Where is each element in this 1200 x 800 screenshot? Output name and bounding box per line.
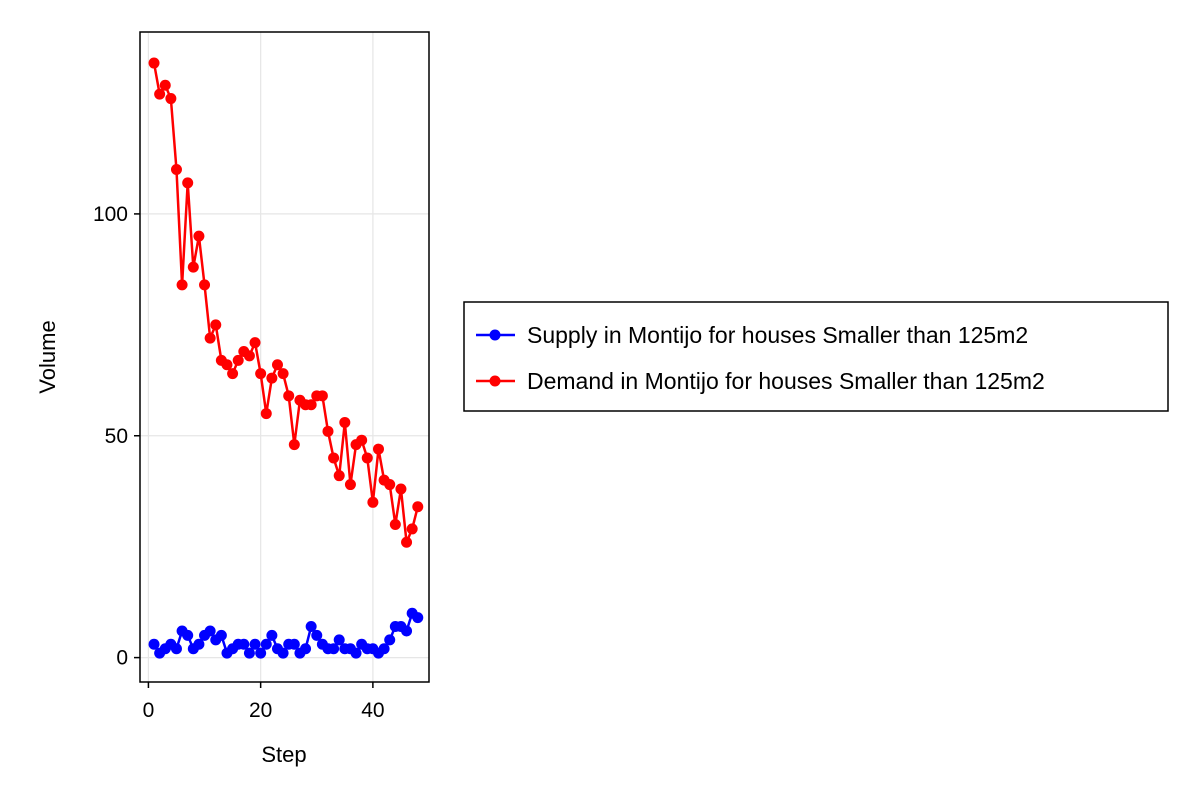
data-point-demand [389, 518, 401, 530]
y-tick-label: 100 [93, 203, 128, 226]
data-point-supply [238, 638, 250, 650]
data-point-demand [227, 368, 239, 380]
data-point-demand [165, 93, 177, 105]
data-point-demand [243, 350, 255, 362]
data-point-demand [176, 279, 188, 291]
data-point-demand [271, 359, 283, 371]
data-point-demand [199, 279, 211, 291]
series-demand [148, 57, 424, 548]
data-point-supply [288, 638, 300, 650]
data-point-supply [182, 629, 194, 641]
data-point-supply [300, 643, 312, 655]
data-point-supply [311, 629, 323, 641]
y-tick-label: 0 [116, 647, 128, 670]
legend-marker-supply [489, 329, 501, 341]
data-point-supply [260, 638, 272, 650]
y-axis-title: Volume [35, 320, 60, 393]
data-point-demand [401, 536, 413, 548]
data-point-demand [283, 390, 295, 402]
legend: Supply in Montijo for houses Smaller tha… [463, 301, 1169, 412]
data-point-demand [187, 261, 199, 273]
x-tick-label: 40 [361, 699, 384, 722]
legend-box [463, 301, 1169, 412]
data-point-supply [401, 625, 413, 637]
plot-frame [139, 31, 430, 683]
data-point-supply [148, 638, 160, 650]
series-supply [148, 607, 424, 659]
grid-lines [140, 32, 429, 682]
data-point-demand [372, 443, 384, 455]
data-point-supply [249, 638, 261, 650]
data-point-supply [170, 643, 182, 655]
data-point-demand [159, 79, 171, 91]
axes: 0 20 40 0 50 100 [93, 203, 385, 722]
x-tick-label: 0 [143, 699, 155, 722]
data-point-demand [249, 337, 261, 349]
data-point-demand [344, 479, 356, 491]
data-point-demand [412, 501, 424, 513]
data-point-supply [204, 625, 216, 637]
data-point-demand [288, 439, 300, 451]
data-point-demand [395, 483, 407, 495]
data-point-demand [182, 177, 194, 189]
data-point-demand [333, 470, 345, 482]
data-point-demand [316, 390, 328, 402]
data-point-supply [243, 647, 255, 659]
data-point-demand [148, 57, 160, 69]
data-point-demand [277, 368, 289, 380]
x-tick-label: 20 [249, 699, 272, 722]
data-point-supply [412, 612, 424, 624]
data-point-demand [305, 399, 317, 411]
series-line-demand [152, 62, 419, 544]
data-point-demand [406, 523, 418, 535]
data-point-supply [277, 647, 289, 659]
data-point-supply [328, 643, 340, 655]
data-point-demand [361, 452, 373, 464]
legend-label-supply: Supply in Montijo for houses Smaller tha… [527, 322, 1028, 348]
series [148, 57, 424, 659]
data-point-demand [193, 230, 205, 242]
data-point-supply [305, 621, 317, 633]
data-point-supply [266, 629, 278, 641]
data-point-demand [356, 434, 368, 446]
legend-marker-demand [489, 375, 501, 387]
legend-label-demand: Demand in Montijo for houses Smaller tha… [527, 368, 1045, 394]
y-tick-label: 50 [105, 425, 128, 448]
data-point-demand [204, 332, 216, 344]
data-point-demand [170, 164, 182, 176]
data-point-demand [266, 372, 278, 384]
data-point-demand [210, 319, 222, 331]
data-point-supply [384, 634, 396, 646]
data-point-demand [367, 496, 379, 508]
data-point-supply [378, 643, 390, 655]
data-point-demand [255, 368, 267, 380]
data-point-demand [154, 88, 166, 100]
data-point-demand [260, 408, 272, 420]
data-point-supply [350, 647, 362, 659]
x-axis-title: Step [261, 742, 306, 767]
data-point-supply [193, 638, 205, 650]
data-point-demand [384, 479, 396, 491]
data-point-demand [339, 416, 351, 428]
data-point-supply [333, 634, 345, 646]
data-point-demand [232, 354, 244, 366]
data-point-supply [255, 647, 267, 659]
data-point-demand [322, 425, 334, 437]
data-point-demand [328, 452, 340, 464]
data-point-supply [215, 629, 227, 641]
data-point-demand [221, 359, 233, 371]
